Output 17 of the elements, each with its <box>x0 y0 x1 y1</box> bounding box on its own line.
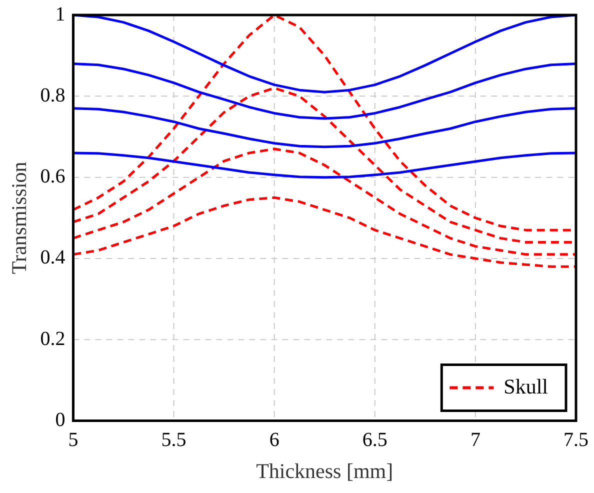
x-tick-label: 5 <box>68 429 78 452</box>
x-tick-label: 6.5 <box>362 429 388 452</box>
line-series <box>73 148 576 256</box>
legend-label: Skull <box>504 374 548 398</box>
x-tick-label: 6 <box>269 429 280 452</box>
y-tick-label: 1 <box>55 3 66 26</box>
x-tick-label: 5.5 <box>161 429 186 452</box>
y-tick-label: 0.8 <box>40 84 66 106</box>
y-tick-label: 0.2 <box>40 328 66 350</box>
y-tick-label: 0.4 <box>40 246 66 269</box>
x-axis-title: Thickness [mm] <box>256 458 394 483</box>
y-axis-title: Transmission <box>7 161 32 274</box>
line-series <box>73 196 576 268</box>
y-tick-label: 0 <box>55 409 66 432</box>
x-tick-label: 7 <box>470 429 480 452</box>
x-tick-label: 7.5 <box>564 429 588 452</box>
y-tick-label: 0.6 <box>40 166 66 188</box>
